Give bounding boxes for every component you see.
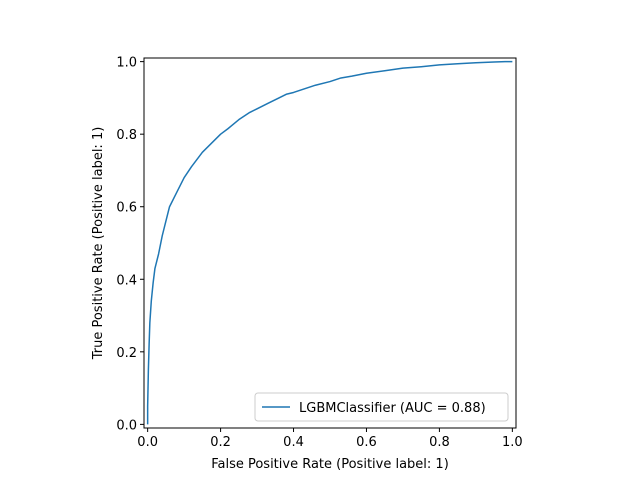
y-tick-label: 0.8 <box>116 128 137 143</box>
legend-box <box>254 392 509 422</box>
x-tick-label: 0.4 <box>283 435 304 450</box>
plot-area <box>146 60 513 425</box>
y-tick-label: 0.6 <box>116 201 137 216</box>
y-axis-label: True Positive Rate (Positive label: 1) <box>91 127 106 361</box>
x-tick-label: 0.2 <box>210 435 231 450</box>
x-tick-label: 0.0 <box>137 435 158 450</box>
x-tick-label: 0.8 <box>429 435 450 450</box>
x-axis-ticks: 0.0 0.2 0.4 0.6 0.8 1.0 <box>137 428 523 450</box>
y-axis-ticks: 0.0 0.2 0.4 0.6 0.8 1.0 <box>116 56 144 433</box>
y-tick-label: 1.0 <box>116 56 137 71</box>
y-tick-label: 0.4 <box>116 273 137 288</box>
x-tick-label: 1.0 <box>502 435 523 450</box>
legend: LGBMClassifier (AUC = 0.88) <box>254 392 509 422</box>
x-axis-label: False Positive Rate (Positive label: 1) <box>211 457 449 472</box>
y-tick-label: 0.2 <box>116 346 137 361</box>
roc-curve-line <box>146 60 513 425</box>
y-tick-label: 0.0 <box>116 418 137 433</box>
axes-frame <box>143 57 517 429</box>
legend-entry-label: LGBMClassifier (AUC = 0.88) <box>299 401 486 416</box>
x-tick-label: 0.6 <box>356 435 377 450</box>
